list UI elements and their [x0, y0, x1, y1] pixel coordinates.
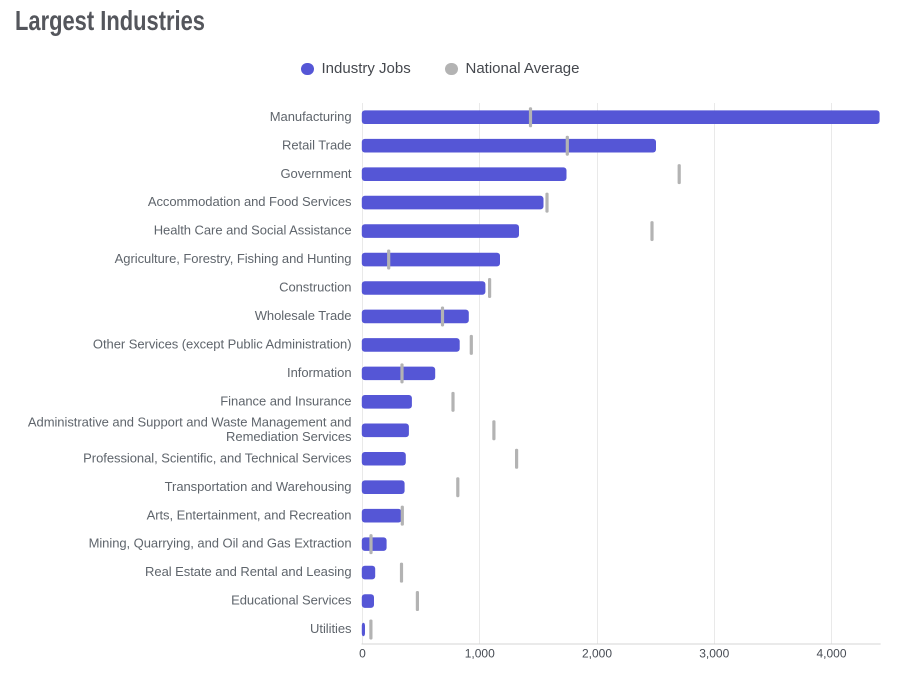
svg-text:1,000: 1,000 — [465, 647, 495, 661]
svg-text:Other Services (except Public: Other Services (except Public Administra… — [93, 337, 352, 352]
svg-text:Construction: Construction — [279, 280, 351, 295]
svg-text:Transportation and Warehousing: Transportation and Warehousing — [165, 479, 352, 494]
svg-text:Agriculture, Forestry, Fishing: Agriculture, Forestry, Fishing and Hunti… — [115, 251, 352, 266]
svg-text:2,000: 2,000 — [582, 647, 612, 661]
svg-text:Health Care and Social Assista: Health Care and Social Assistance — [154, 223, 352, 238]
svg-text:Educational Services: Educational Services — [231, 593, 352, 608]
svg-text:Finance and Insurance: Finance and Insurance — [220, 393, 351, 408]
svg-text:Retail Trade: Retail Trade — [282, 137, 352, 152]
svg-text:Utilities: Utilities — [310, 621, 352, 636]
svg-text:3,000: 3,000 — [699, 647, 729, 661]
svg-text:Administrative and Support and: Administrative and Support and Waste Man… — [28, 414, 352, 429]
svg-text:Arts, Entertainment, and Recre: Arts, Entertainment, and Recreation — [147, 507, 352, 522]
svg-text:Wholesale Trade: Wholesale Trade — [255, 308, 352, 323]
svg-text:Manufacturing: Manufacturing — [270, 109, 352, 124]
svg-text:0: 0 — [359, 647, 366, 661]
svg-text:Accommodation and Food Service: Accommodation and Food Services — [148, 194, 352, 209]
svg-text:4,000: 4,000 — [816, 647, 846, 661]
svg-text:Professional, Scientific, and: Professional, Scientific, and Technical … — [83, 450, 352, 465]
svg-text:Information: Information — [287, 365, 351, 380]
svg-text:Government: Government — [280, 166, 351, 181]
svg-text:Mining, Quarrying, and Oil and: Mining, Quarrying, and Oil and Gas Extra… — [89, 536, 352, 551]
svg-text:Real Estate and Rental and Lea: Real Estate and Rental and Leasing — [145, 564, 351, 579]
svg-text:Remediation Services: Remediation Services — [226, 429, 352, 444]
